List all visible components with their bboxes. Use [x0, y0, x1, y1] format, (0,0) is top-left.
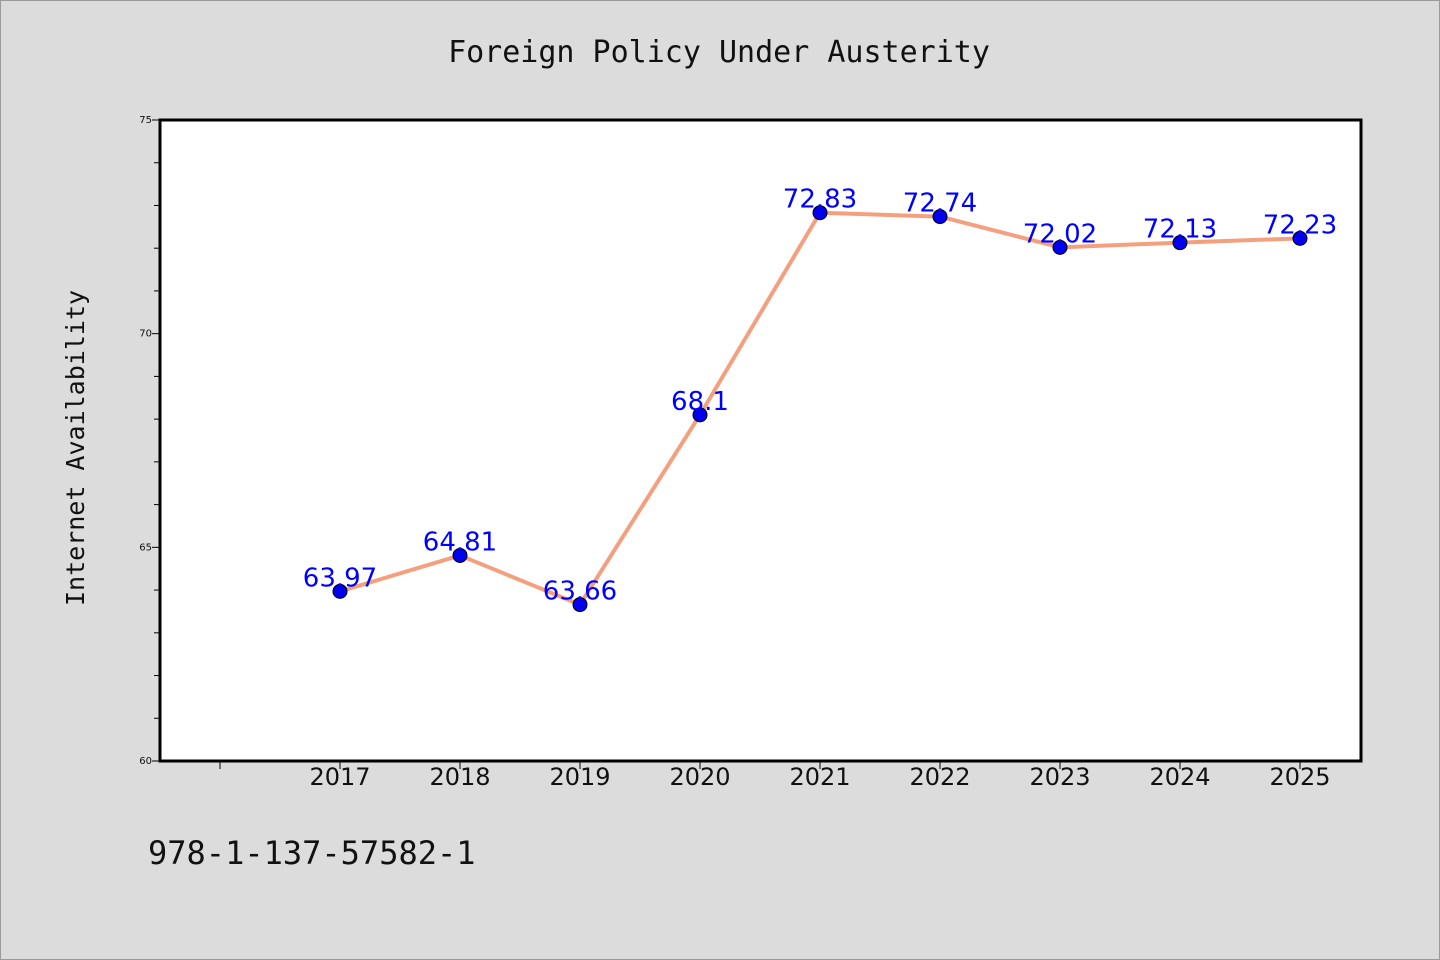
y-axis-label: Internet Availability: [61, 290, 90, 606]
data-label: 63.66: [543, 577, 617, 607]
y-tick-label: 70: [139, 329, 152, 340]
x-tick-label: 2020: [669, 763, 730, 791]
data-point-marker: [1292, 230, 1308, 246]
data-point-marker: [332, 583, 348, 599]
data-label: 72.83: [783, 185, 857, 215]
data-label: 72.13: [1143, 215, 1217, 245]
x-axis: 2017 2018 2019 2020 2021 2022 2023 2024 2025: [219, 761, 1331, 791]
y-tick-label: 75: [139, 115, 152, 126]
x-tick-label: 2024: [1149, 763, 1210, 791]
x-tick-label: 2019: [549, 763, 610, 791]
data-label: 72.74: [903, 189, 977, 219]
data-point-marker: [572, 597, 588, 613]
isbn-footer: 978-1-137-57582-1: [148, 834, 476, 872]
y-tick-label: 65: [139, 542, 152, 553]
x-tick-label: 2017: [309, 763, 370, 791]
plot-area: [158, 118, 1363, 763]
data-point-marker: [812, 205, 828, 221]
data-label: 63.97: [303, 563, 377, 593]
y-tick-label: 60: [139, 756, 152, 767]
x-tick-label: 2018: [429, 763, 490, 791]
data-point-marker: [932, 209, 948, 225]
data-label: 64.81: [423, 527, 497, 557]
y-axis: 60 65 70 75: [139, 115, 160, 767]
x-tick-label: 2021: [789, 763, 850, 791]
data-label: 72.23: [1263, 210, 1337, 240]
data-label: 68.1: [671, 387, 729, 417]
data-point-marker: [1052, 239, 1068, 255]
series-layer: [332, 205, 1308, 613]
data-point-marker: [452, 547, 468, 563]
x-tick-label: 2023: [1029, 763, 1090, 791]
chart-title: Foreign Policy Under Austerity: [448, 35, 990, 70]
data-point-marker: [1172, 235, 1188, 251]
data-label-layer: 63.97 64.81 63.66 68.1 72.83 72.74 72.02 72.13 7…: [303, 185, 1337, 607]
x-tick-label: 2025: [1269, 763, 1330, 791]
data-label: 72.02: [1023, 219, 1097, 249]
data-point-marker: [692, 407, 708, 423]
x-tick-label: 2022: [909, 763, 970, 791]
